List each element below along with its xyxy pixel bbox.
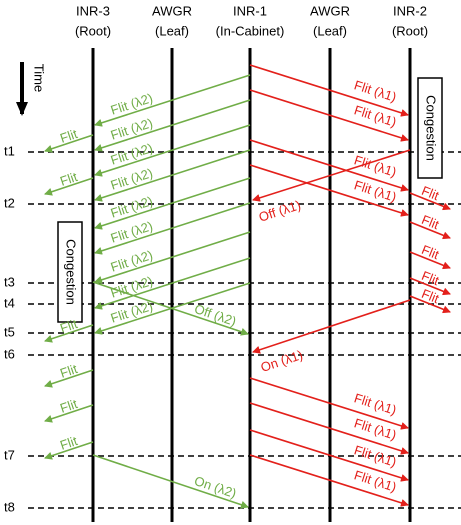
red-flit-label: Flit (λ1) bbox=[352, 415, 398, 442]
red-flit bbox=[249, 454, 409, 507]
green-outgoing bbox=[44, 177, 94, 196]
red-outgoing-label: Flit bbox=[420, 212, 442, 233]
time-mark: t4 bbox=[4, 295, 15, 310]
column-name: INR-3 bbox=[76, 3, 110, 18]
green-flit bbox=[94, 202, 251, 255]
on-l2 bbox=[92, 454, 249, 509]
column-role: (Leaf) bbox=[313, 23, 347, 38]
green-flit bbox=[94, 177, 251, 230]
red-outgoing-label: Flit bbox=[420, 242, 442, 263]
red-outgoing bbox=[409, 251, 451, 270]
time-mark: t1 bbox=[4, 143, 15, 158]
congestion-label: Congestion bbox=[64, 239, 79, 305]
red-flit-label: Flit (λ1) bbox=[352, 77, 398, 104]
green-outgoing-label: Flit bbox=[58, 433, 80, 453]
red-flit-label: Flit (λ1) bbox=[352, 442, 398, 469]
red-flit bbox=[249, 64, 409, 117]
green-flit bbox=[94, 99, 251, 152]
green-outgoing-label: Flit bbox=[58, 396, 80, 416]
congestion-box bbox=[57, 221, 83, 323]
time-mark: t6 bbox=[4, 346, 15, 361]
green-flit bbox=[94, 231, 251, 284]
off-l1 bbox=[252, 149, 411, 202]
green-flit bbox=[94, 257, 251, 310]
green-outgoing-label: Flit bbox=[58, 361, 80, 381]
red-flit-label: Flit (λ1) bbox=[352, 467, 398, 494]
congestion-label: Congestion bbox=[424, 95, 439, 161]
red-outgoing-label: Flit bbox=[420, 183, 442, 204]
congestion-box bbox=[417, 77, 443, 179]
column-role: (Leaf) bbox=[155, 23, 189, 38]
column-name: AWGR bbox=[152, 3, 192, 18]
off-l2-label: Off (λ2) bbox=[193, 301, 239, 329]
column-role: (Root) bbox=[75, 23, 111, 38]
red-outgoing-label: Flit bbox=[420, 268, 442, 289]
green-outgoing-label: Flit bbox=[58, 169, 80, 189]
time-mark: t7 bbox=[4, 447, 15, 462]
column-role: (In-Cabinet) bbox=[216, 23, 285, 38]
off-l1-label: Off (λ1) bbox=[257, 197, 303, 224]
green-outgoing bbox=[44, 404, 94, 423]
green-outgoing bbox=[44, 324, 94, 343]
green-flit bbox=[94, 74, 251, 127]
column-role: (Root) bbox=[392, 23, 428, 38]
red-flit-label: Flit (λ1) bbox=[352, 177, 398, 204]
time-mark: t3 bbox=[4, 274, 15, 289]
green-outgoing-label: Flit bbox=[58, 316, 80, 336]
red-outgoing bbox=[409, 277, 451, 296]
time-mark: t8 bbox=[4, 499, 15, 514]
column-name: INR-2 bbox=[393, 3, 427, 18]
red-flit-label: Flit (λ1) bbox=[352, 390, 398, 417]
red-outgoing bbox=[409, 295, 451, 314]
green-outgoing bbox=[44, 441, 94, 460]
off-l2 bbox=[92, 281, 249, 336]
column-name: AWGR bbox=[310, 3, 350, 18]
red-flit bbox=[249, 139, 409, 192]
green-flit bbox=[94, 124, 251, 177]
time-label: Time bbox=[32, 64, 47, 92]
on-l1-label: On (λ1) bbox=[259, 347, 305, 375]
red-outgoing bbox=[409, 221, 451, 240]
red-flit bbox=[249, 89, 409, 142]
time-mark: t2 bbox=[4, 195, 15, 210]
column-name: INR-1 bbox=[233, 3, 267, 18]
red-outgoing bbox=[409, 192, 451, 211]
green-outgoing bbox=[44, 134, 94, 153]
red-flit bbox=[249, 402, 409, 455]
red-flit bbox=[249, 377, 409, 430]
green-outgoing bbox=[44, 369, 94, 388]
red-outgoing-label: Flit bbox=[420, 286, 442, 307]
time-mark: t5 bbox=[4, 324, 15, 339]
red-flit bbox=[249, 429, 409, 482]
on-l1 bbox=[252, 299, 411, 354]
red-flit-label: Flit (λ1) bbox=[352, 102, 398, 129]
green-flit bbox=[94, 149, 251, 202]
red-flit bbox=[249, 164, 409, 217]
green-outgoing-label: Flit bbox=[58, 126, 80, 146]
